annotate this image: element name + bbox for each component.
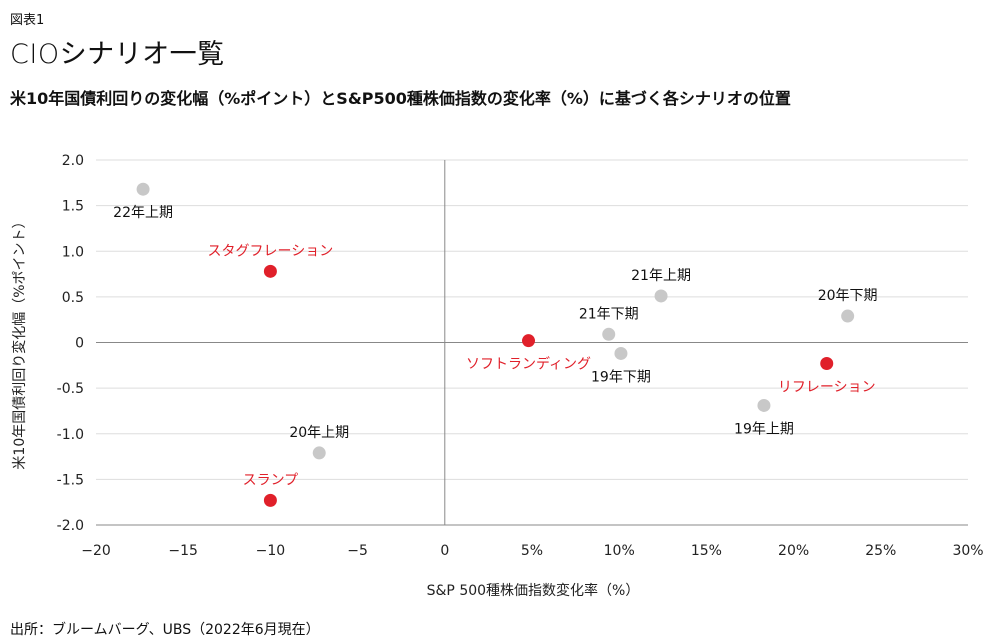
x-tick-label: 0 <box>440 543 449 559</box>
x-tick-label: 5% <box>521 543 543 559</box>
scenario-label: ソフトランディング <box>466 356 591 373</box>
y-tick-label: -1.5 <box>57 472 84 488</box>
chart-subtitle: 米10年国債利回りの変化幅（%ポイント）とS&P500種株価指数の変化率（%）に… <box>10 89 791 108</box>
period-label: 21年上期 <box>631 268 691 284</box>
scatter-chart: −20 −15 −10 −5 0 5% 10% 15% 20% 25% 30% 2.0 1.5 1.0 0… <box>11 153 984 599</box>
period-point <box>841 309 855 323</box>
x-tick-labels: −20 −15 −10 −5 0 5% 10% 15% 20% 25% 30% <box>81 543 983 559</box>
y-tick-label: 2.0 <box>62 153 84 169</box>
y-tick-labels: 2.0 1.5 1.0 0.5 0 -0.5 -1.0 -1.5 -2.0 <box>57 153 84 534</box>
y-tick-label: -2.0 <box>57 518 84 534</box>
scenario-point <box>263 264 277 278</box>
period-label: 20年下期 <box>818 288 878 304</box>
x-tick-label: −10 <box>256 543 286 559</box>
source-note: 出所：ブルームバーグ、UBS（2022年6月現在） <box>10 622 320 638</box>
y-tick-label: 0 <box>75 336 84 352</box>
y-tick-label: 1.0 <box>62 244 84 260</box>
period-point <box>757 398 771 412</box>
scenario-point <box>263 493 277 507</box>
x-tick-label: 20% <box>778 543 809 559</box>
x-tick-label: 30% <box>952 543 983 559</box>
period-point <box>312 446 326 460</box>
y-tick-label: -1.0 <box>57 427 84 443</box>
scenario-point <box>820 356 834 370</box>
x-tick-label: −5 <box>347 543 368 559</box>
period-point <box>654 289 668 303</box>
figure-label: 図表1 <box>10 13 45 28</box>
period-label: 20年上期 <box>289 425 349 441</box>
scenario-label: リフレーション <box>778 379 876 395</box>
x-tick-label: 10% <box>604 543 635 559</box>
period-point <box>136 182 150 196</box>
period-label: 19年下期 <box>591 369 651 385</box>
period-point <box>602 327 616 341</box>
x-tick-label: −15 <box>168 543 198 559</box>
page-title: CIOシナリオ一覧 <box>10 39 225 70</box>
period-label: 19年上期 <box>734 421 794 437</box>
scenario-label: スタグフレーション <box>208 243 334 259</box>
scenario-point <box>522 334 536 348</box>
y-tick-label: -0.5 <box>57 381 84 397</box>
period-label: 21年下期 <box>579 306 639 322</box>
x-tick-label: 15% <box>691 543 722 559</box>
scenario-label: スランプ <box>243 472 299 488</box>
y-axis-title: 米10年国債利回り変化幅（%ポイント） <box>11 214 28 469</box>
x-axis-title: S&P 500種株価指数変化率（%） <box>427 582 640 599</box>
period-point <box>614 346 628 360</box>
x-tick-label: −20 <box>81 543 111 559</box>
period-label: 22年上期 <box>113 205 173 221</box>
y-tick-label: 0.5 <box>62 290 84 306</box>
data-points <box>136 182 855 507</box>
x-tick-label: 25% <box>865 543 896 559</box>
y-tick-label: 1.5 <box>62 199 84 215</box>
